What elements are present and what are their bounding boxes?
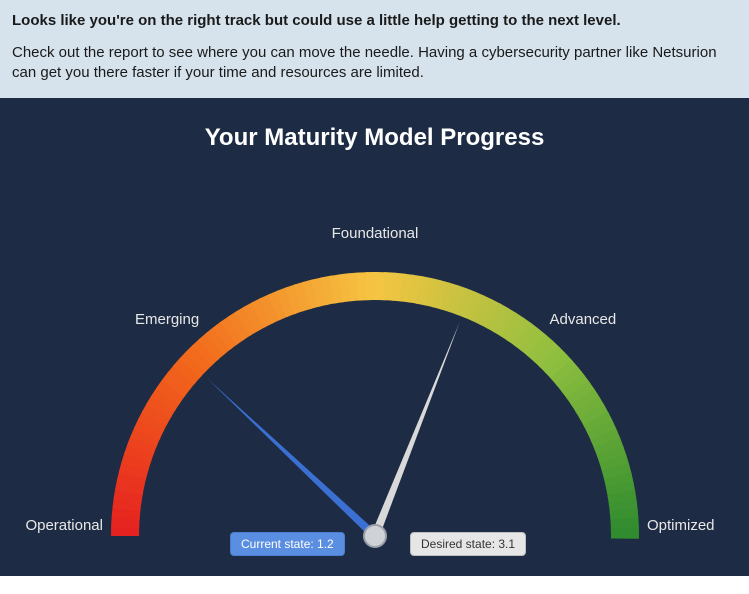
gauge-container: Operational Emerging Foundational Advanced O… <box>0 176 749 576</box>
gauge-category-label: Optimized <box>647 517 715 534</box>
gauge-category-label: Operational <box>25 517 103 534</box>
chart-title: Your Maturity Model Progress <box>0 98 749 152</box>
banner-body: Check out the report to see where you ca… <box>12 43 737 84</box>
gauge-category-label: Emerging <box>135 311 199 328</box>
current-state-badge: Current state: 1.2 <box>230 532 345 556</box>
gauge-category-label: Advanced <box>550 311 617 328</box>
gauge-hub <box>364 525 386 547</box>
gauge-chart: Operational Emerging Foundational Advanced O… <box>0 176 749 576</box>
needle-current <box>207 378 378 539</box>
info-banner: Looks like you're on the right track but… <box>0 0 749 98</box>
maturity-chart-panel: Your Maturity Model Progress Operational… <box>0 98 749 576</box>
desired-state-badge: Desired state: 3.1 <box>410 532 526 556</box>
needle-desired <box>371 322 460 537</box>
gauge-category-label: Foundational <box>332 225 419 242</box>
banner-heading: Looks like you're on the right track but… <box>12 12 737 29</box>
page-root: Looks like you're on the right track but… <box>0 0 749 594</box>
